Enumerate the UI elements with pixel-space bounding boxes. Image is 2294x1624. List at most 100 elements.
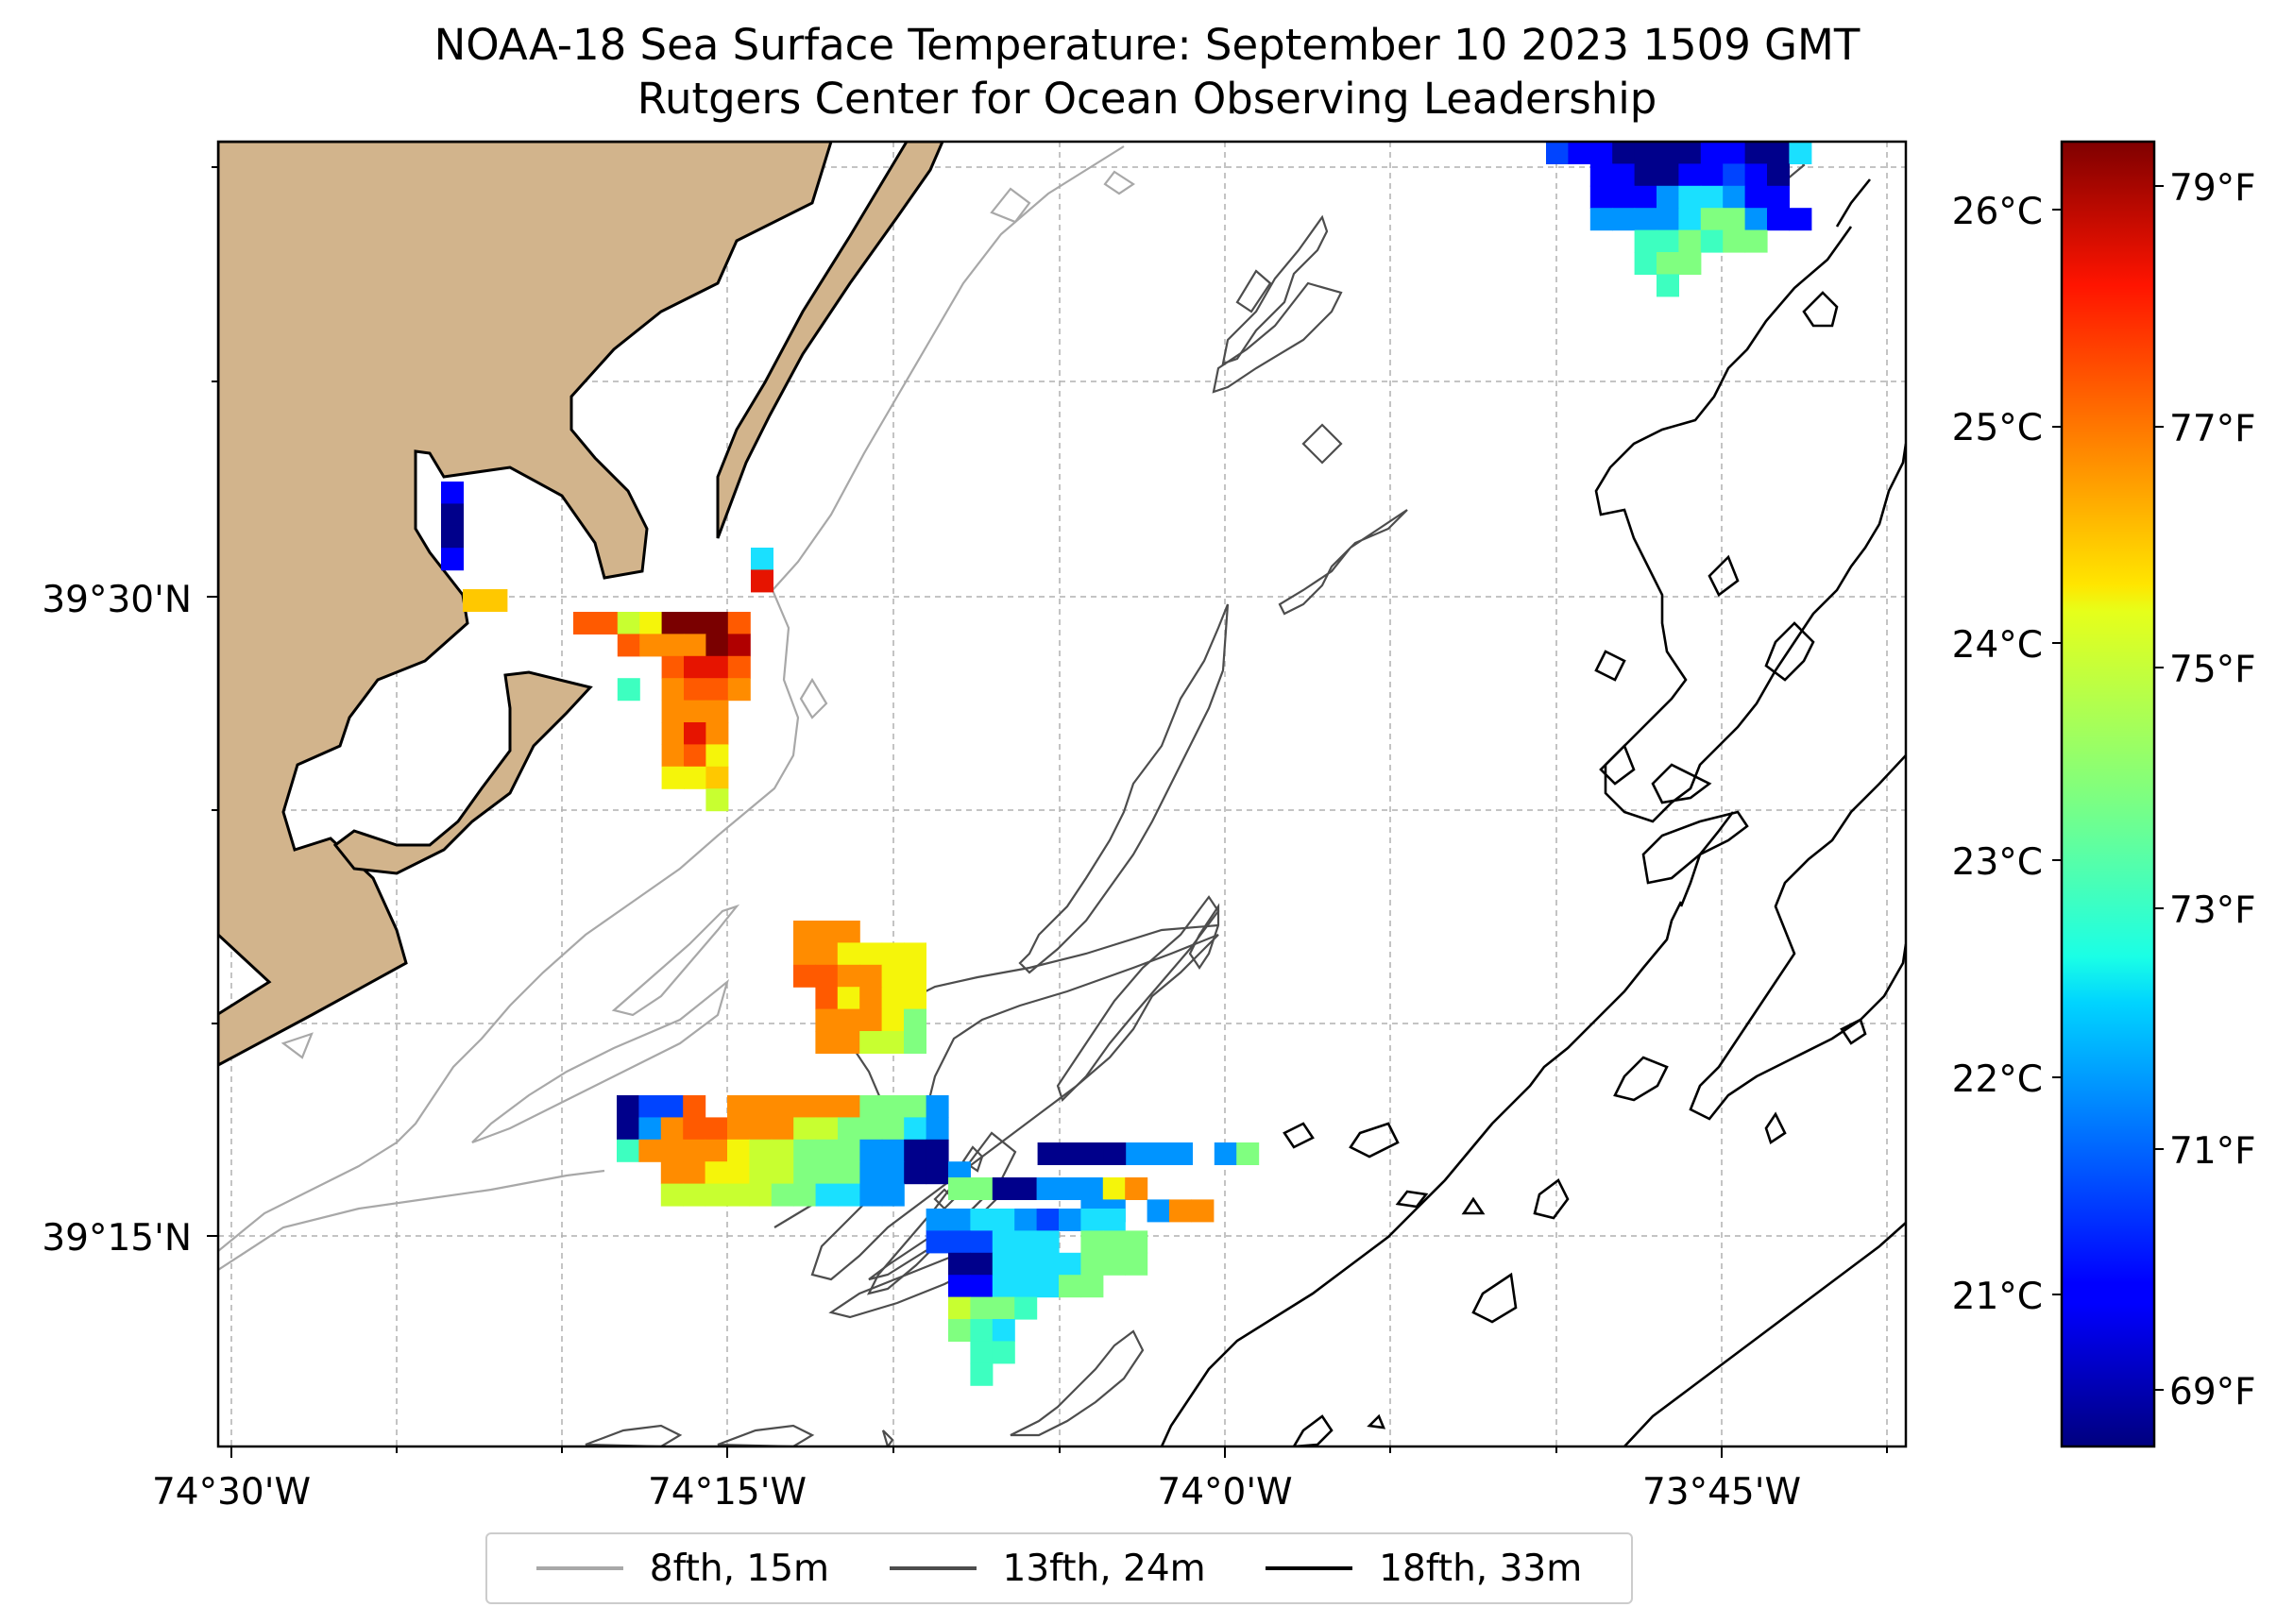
sst-pixel [904, 987, 926, 1010]
lat-tick-label: 39°30'N [42, 579, 192, 621]
sst-pixel [1014, 1209, 1038, 1231]
sst-pixel [948, 1252, 971, 1276]
sst-pixel [617, 678, 640, 702]
sst-pixel [970, 1362, 994, 1386]
sst-pixel [1678, 163, 1702, 187]
sst-pixel [617, 1117, 639, 1141]
sst-pixel [1036, 1209, 1060, 1231]
colorbar-fahrenheit-label: 73°F [2169, 889, 2256, 932]
sst-pixel [617, 634, 640, 657]
lon-tick-label: 73°45'W [1642, 1471, 1801, 1514]
sst-pixel [970, 1252, 994, 1276]
sst-pixel [705, 678, 729, 702]
sst-pixel [838, 1183, 860, 1207]
sst-pixel [771, 1095, 794, 1118]
sst-pixel [1634, 163, 1657, 187]
sst-pixel [684, 612, 706, 634]
sst-pixel [948, 1230, 971, 1254]
sst-pixel [948, 1177, 971, 1200]
sst-pixel [1723, 142, 1746, 164]
sst-pixel [881, 1139, 905, 1162]
colorbar-fahrenheit-label: 75°F [2169, 649, 2256, 691]
colorbar-fahrenheit-label: 69°F [2169, 1371, 2256, 1413]
legend-label: 13fth, 24m [1002, 1547, 1206, 1590]
sst-pixel [1723, 208, 1746, 231]
sst-pixel [793, 1139, 817, 1162]
sst-pixel [970, 1209, 994, 1231]
sst-pixel [660, 1183, 684, 1207]
sst-pixel [815, 1095, 839, 1118]
sst-pixel [904, 942, 926, 966]
lon-tick-label: 74°15'W [648, 1471, 807, 1514]
sst-pixel [1568, 142, 1591, 164]
sst-pixel [904, 1008, 926, 1032]
sst-pixel [639, 634, 663, 657]
colorbar-fahrenheit-label: 79°F [2169, 167, 2256, 210]
sst-pixel [815, 964, 839, 988]
sst-pixel [970, 1296, 994, 1320]
sst-pixel [992, 1296, 1015, 1320]
map-title: NOAA-18 Sea Surface Temperature: Septemb… [433, 20, 1861, 70]
legend-label: 8fth, 15m [649, 1547, 830, 1590]
sst-pixel [881, 987, 905, 1010]
map-tick-marks [207, 166, 1888, 1458]
sst-pixels [441, 142, 1812, 1386]
sst-pixel [1612, 208, 1636, 231]
sst-pixel [660, 1161, 684, 1185]
sst-pixel [815, 1031, 839, 1054]
sst-pixel [904, 1095, 927, 1118]
legend-item-8fth: 8fth, 15m [535, 1547, 830, 1590]
sst-pixel [1657, 142, 1679, 164]
sst-pixel [1036, 1177, 1060, 1200]
sst-pixel [771, 1183, 794, 1207]
lat-tick-label: 39°15'N [42, 1217, 192, 1260]
land [218, 142, 944, 1067]
sst-pixel [793, 942, 816, 966]
isobath-legend: 8fth, 15m 13fth, 24m 18fth, 33m [485, 1532, 1633, 1604]
sst-pixel [661, 655, 685, 679]
sst-pixel [705, 1139, 728, 1162]
sst-pixel [1744, 229, 1768, 253]
sst-pixel [661, 612, 685, 634]
sst-pixel [749, 1161, 773, 1185]
sst-pixel [992, 1275, 1015, 1298]
sst-pixel [881, 1095, 905, 1118]
sst-pixel [638, 1117, 662, 1141]
sst-pixel [1103, 1142, 1127, 1165]
sst-pixel [638, 1095, 662, 1118]
sst-pixel [638, 1139, 662, 1162]
sst-pixel [727, 1161, 750, 1185]
sst-pixel [684, 655, 706, 679]
sst-pixel [484, 589, 508, 612]
legend-item-13fth: 13fth, 24m [889, 1547, 1206, 1590]
sst-pixel [1634, 142, 1657, 164]
sst-pixel [837, 964, 860, 988]
sst-pixel [837, 942, 860, 966]
sst-pixel [881, 1117, 905, 1141]
sst-pixel [1014, 1177, 1038, 1200]
sst-pixel [749, 1139, 773, 1162]
sst-pixel [727, 1095, 750, 1118]
sst-pixel [948, 1296, 971, 1320]
sst-pixel [1125, 1252, 1148, 1276]
sst-pixel [948, 1209, 971, 1231]
land-mainland-nj [218, 142, 833, 1067]
sst-pixel [1789, 208, 1812, 231]
legend-swatch-8fth [535, 1566, 623, 1570]
sst-pixel [1767, 208, 1790, 231]
sst-pixel [705, 766, 729, 789]
sst-pixel [926, 1139, 949, 1162]
land-barrier-island [332, 670, 593, 875]
sst-pixel [660, 1095, 684, 1118]
sst-pixel [859, 987, 883, 1010]
sst-pixel [1657, 229, 1679, 253]
sst-pixel [727, 1183, 750, 1207]
sst-pixel [1126, 1142, 1149, 1165]
sst-pixel [815, 942, 839, 966]
sst-pixel [749, 1117, 773, 1141]
sst-pixel [992, 1252, 1015, 1276]
sst-pixel [1723, 163, 1746, 187]
sst-pixel [904, 1161, 927, 1185]
sst-pixel [1169, 1199, 1192, 1223]
